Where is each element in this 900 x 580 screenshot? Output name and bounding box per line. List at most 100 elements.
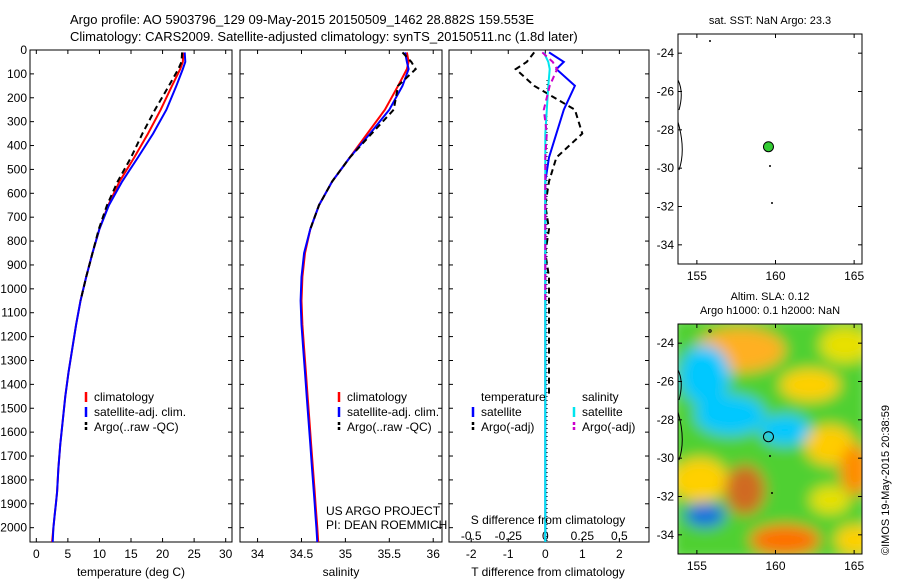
lat-tick-label: -24 xyxy=(657,46,675,60)
salinity-xlabel: salinity xyxy=(323,565,360,579)
difference-legend: temperature salinitysatelliteArgo(-adj)sa… xyxy=(471,390,635,434)
depth-tick-label: 1400 xyxy=(0,377,27,391)
x-tick-label: 36 xyxy=(427,547,441,561)
series-line-climatology xyxy=(300,52,410,543)
sst-island-dot xyxy=(709,40,711,42)
lat-tick-label: -26 xyxy=(657,85,675,99)
temperature-axes-box xyxy=(29,49,233,543)
lat-tick-label: -28 xyxy=(657,123,675,137)
sla-island-dot xyxy=(708,329,712,333)
legend-label: climatology xyxy=(347,390,407,404)
x-tick-label: 2 xyxy=(616,547,623,561)
x-tick-label: 30 xyxy=(219,547,233,561)
temperature-ticks: 0 5 10 15 20 25 30 xyxy=(33,50,233,561)
sla-blob xyxy=(685,503,725,527)
lon-tick-label: 165 xyxy=(844,269,864,283)
legend-heading: temperature xyxy=(481,390,546,404)
series-line-satellite-adj-clim- xyxy=(51,52,187,543)
sla-blob xyxy=(840,445,862,495)
depth-tick-label: 800 xyxy=(7,234,27,248)
salinity-axes-box xyxy=(239,49,443,543)
s-tick-label: -0.5 xyxy=(461,529,482,543)
sla-lat-ticks: -24 -26 -28 -30 -32 -34 xyxy=(657,336,862,542)
lat-tick-label: -28 xyxy=(657,413,675,427)
sst-lat-ticks: -24 -26 -28 -30 -32 -34 xyxy=(657,46,862,252)
x-tick-label: 10 xyxy=(93,547,107,561)
x-tick-label: 25 xyxy=(187,547,201,561)
lat-tick-label: -24 xyxy=(657,336,675,350)
depth-tick-label: 1200 xyxy=(0,330,27,344)
sla-float-marker xyxy=(762,431,774,443)
temperature-xlabel: temperature (deg C) xyxy=(77,565,185,579)
s-tick-label: 0.25 xyxy=(571,529,595,543)
difference-series xyxy=(514,51,584,542)
sla-map-panel: Altim. SLA: 0.12 Argo h1000: 0.1 h2000: … xyxy=(657,291,865,573)
salinity-series xyxy=(299,51,417,543)
sla-blob xyxy=(750,525,820,554)
lat-tick-label: -30 xyxy=(657,161,675,175)
project-note-line2: PI: DEAN ROEMMICH xyxy=(326,518,447,532)
series-line-t-argo-adj- xyxy=(514,51,584,397)
x-tick-label: 35.5 xyxy=(378,547,402,561)
legend-label: satellite xyxy=(481,405,522,419)
t-difference-label: T difference from climatology xyxy=(471,565,625,579)
depth-tick-label: 1800 xyxy=(0,473,27,487)
difference-axes-box xyxy=(448,49,650,543)
series-line-argo-raw-qc- xyxy=(79,52,184,302)
s-tick-label: -0.25 xyxy=(495,529,523,543)
legend-label: Argo(-adj) xyxy=(582,420,635,434)
x-tick-label: 35 xyxy=(339,547,353,561)
sla-blob xyxy=(780,369,840,401)
sla-island-dot xyxy=(769,455,771,457)
depth-tick-label: 2000 xyxy=(0,521,27,535)
legend-label: satellite xyxy=(582,405,623,419)
lon-tick-label: 155 xyxy=(687,559,707,573)
x-tick-label: 1 xyxy=(579,547,586,561)
lon-tick-label: 160 xyxy=(765,559,785,573)
series-line-t-satellite xyxy=(544,51,577,542)
lat-tick-label: -30 xyxy=(657,451,675,465)
depth-tick-label: 1900 xyxy=(0,497,27,511)
series-line-climatology xyxy=(51,52,185,543)
temperature-series xyxy=(51,52,187,543)
x-tick-label: 15 xyxy=(124,547,138,561)
sla-coastline xyxy=(677,369,683,461)
x-tick-label: 0 xyxy=(33,547,40,561)
sla-heatmap xyxy=(678,324,862,554)
lat-tick-label: -32 xyxy=(657,490,675,504)
sst-island-dot xyxy=(769,165,771,167)
salinity-panel: 34 34.5 35 35.5 36 salinity climatologysatel… xyxy=(239,49,447,579)
sst-coastline xyxy=(677,79,683,171)
sst-lon-ticks: 155 160 165 xyxy=(687,34,864,283)
depth-tick-label: 0 xyxy=(20,43,27,57)
depth-tick-label: 600 xyxy=(7,186,27,200)
sla-lon-ticks: 155 160 165 xyxy=(687,324,864,573)
s-tick-label: 0.5 xyxy=(611,529,628,543)
temperature-panel: 0100200300400500600700800900100011001200… xyxy=(0,43,232,579)
depth-tick-label: 1000 xyxy=(0,282,27,296)
sla-blob xyxy=(678,458,728,502)
sla-blob xyxy=(760,415,810,445)
sla-blob xyxy=(835,525,862,554)
depth-tick-label: 500 xyxy=(7,162,27,176)
legend-label: Argo(-adj) xyxy=(481,420,534,434)
sst-map-panel: sat. SST: NaN Argo: 23.3 -24 -26 -28 -30 -32… xyxy=(657,15,865,283)
depth-tick-label: 700 xyxy=(7,210,27,224)
header-line1: Argo profile: AO 5903796_129 09-May-2015… xyxy=(70,12,534,27)
series-line-satellite-adj-clim- xyxy=(299,52,410,543)
depth-tick-label: 100 xyxy=(7,67,27,81)
depth-tick-label: 200 xyxy=(7,91,27,105)
s-difference-label: S difference from climatology xyxy=(471,513,626,527)
lat-tick-label: -34 xyxy=(657,528,675,542)
x-tick-label: -1 xyxy=(503,547,514,561)
depth-tick-label: 400 xyxy=(7,139,27,153)
sst-float-marker xyxy=(762,141,774,153)
depth-tick-label: 900 xyxy=(7,258,27,272)
sla-map-subtitle: Argo h1000: 0.1 h2000: NaN xyxy=(700,305,840,317)
sla-map-title: Altim. SLA: 0.12 xyxy=(731,291,810,303)
sla-blob xyxy=(820,327,862,363)
depth-tick-label: 1500 xyxy=(0,401,27,415)
